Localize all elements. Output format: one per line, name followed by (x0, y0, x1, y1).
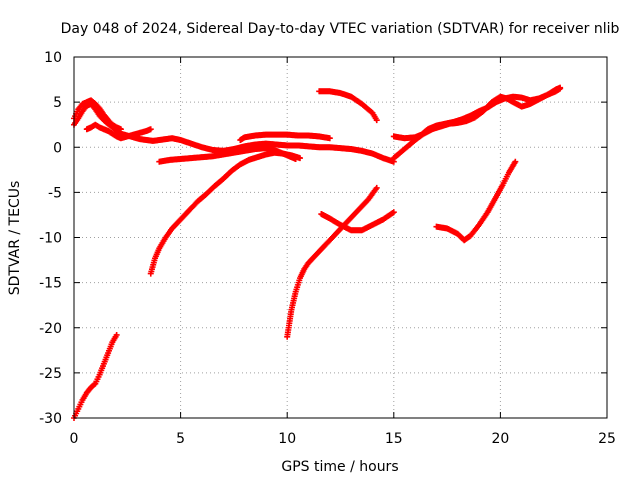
x-tick-label: 0 (70, 431, 79, 447)
data-point (296, 155, 303, 162)
series-s12 (390, 85, 564, 142)
series-s07 (237, 131, 333, 144)
data-point (557, 85, 564, 92)
x-tick-label: 20 (491, 431, 509, 447)
data-points (71, 84, 564, 421)
chart-title: Day 048 of 2024, Sidereal Day-to-day VTE… (61, 21, 620, 37)
y-tick-label: -5 (48, 185, 62, 201)
series-s02 (147, 149, 303, 277)
data-point (373, 117, 380, 124)
tick-marks (73, 56, 608, 419)
data-point (113, 331, 120, 338)
series-s10 (318, 209, 397, 234)
series-s05 (71, 97, 124, 133)
y-tick-label: 10 (44, 50, 62, 66)
data-point (91, 381, 98, 388)
y-tick-label: -20 (39, 321, 62, 337)
series-s04 (71, 100, 397, 165)
y-tick-label: 0 (53, 140, 62, 156)
x-tick-label: 25 (598, 431, 616, 447)
x-axis-label: GPS time / hours (281, 459, 398, 475)
data-point (147, 126, 154, 133)
tick-labels: 0 5 10 15 20 25 -30 -25 -20 -15 -10 -5 0 5 10 (39, 50, 616, 447)
data-point (373, 184, 380, 191)
x-tick-label: 5 (176, 431, 185, 447)
x-tick-label: 15 (385, 431, 403, 447)
y-tick-label: -25 (39, 366, 62, 382)
series-s13 (433, 158, 519, 244)
series-s08 (316, 88, 380, 124)
y-tick-label: 5 (53, 95, 62, 111)
y-axis-label: SDTVAR / TECUs (7, 181, 23, 296)
series-s06 (83, 121, 154, 142)
data-point (117, 126, 124, 133)
y-tick-label: -15 (39, 276, 62, 292)
data-point (326, 135, 333, 142)
y-tick-label: -30 (39, 411, 62, 427)
data-point (512, 158, 519, 165)
data-point (390, 209, 397, 216)
x-tick-label: 10 (278, 431, 296, 447)
data-point (292, 155, 299, 162)
series-s03 (156, 145, 299, 165)
y-tick-label: -10 (39, 231, 62, 247)
